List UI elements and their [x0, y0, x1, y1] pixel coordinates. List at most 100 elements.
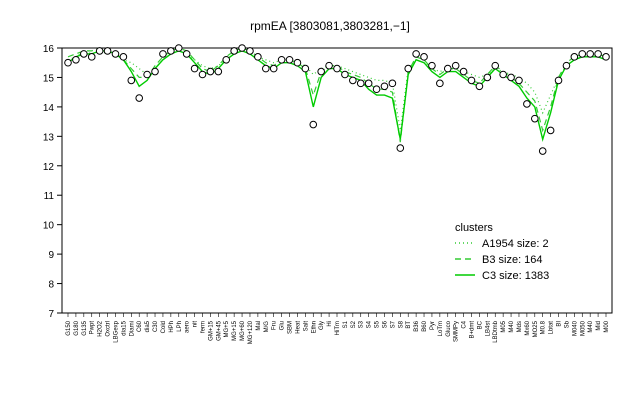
- y-tick-label: 8: [48, 280, 54, 291]
- legend-title: clusters: [455, 222, 493, 234]
- data-point: [523, 100, 531, 108]
- data-point: [80, 50, 88, 58]
- x-tick-label: nit: [193, 321, 199, 328]
- data-point: [451, 61, 460, 70]
- data-point: [436, 79, 444, 88]
- data-point: [356, 79, 365, 88]
- data-point: [190, 64, 199, 73]
- data-point: [182, 50, 191, 58]
- data-point: [174, 44, 183, 52]
- data-point: [483, 73, 492, 82]
- x-tick-label: M/G: [264, 321, 270, 333]
- data-point: [325, 61, 333, 70]
- x-tick-label: Hi: [327, 321, 333, 327]
- legend-label: B3 size: 164: [482, 254, 543, 266]
- data-point: [491, 61, 500, 70]
- x-tick-label: MG+60: [240, 320, 246, 341]
- data-point: [546, 126, 555, 135]
- series-lines: [67, 47, 607, 143]
- x-tick-label: Ethn: [311, 321, 317, 333]
- x-tick-label: Heat: [295, 321, 301, 334]
- x-tick-label: ferm: [201, 321, 207, 333]
- data-point: [293, 58, 302, 67]
- data-point: [420, 53, 428, 61]
- chart-title: rpmEA [3803081,3803281,−1]: [250, 19, 410, 33]
- x-tick-label: C60: [137, 320, 143, 332]
- data-point: [269, 64, 278, 73]
- x-tick-label: S2: [351, 320, 357, 328]
- data-point: [333, 64, 341, 73]
- data-point: [103, 47, 112, 55]
- x-tick-label: S4: [367, 320, 373, 328]
- x-tick-label: Mx60: [525, 320, 531, 335]
- x-tick-label: S6: [382, 320, 388, 328]
- x-tick-label: Mal: [256, 321, 262, 331]
- x-tick-label: GM+15: [208, 320, 214, 341]
- data-point: [594, 50, 602, 58]
- legend: clusters A1954 size: 2 B3 size: 164 C3 siz…: [455, 222, 549, 282]
- data-point: [412, 50, 420, 58]
- x-tick-label: Glu: [280, 321, 286, 330]
- x-tick-label: Pwpt: [90, 321, 96, 335]
- series-line: [67, 50, 607, 142]
- x-tick-label: B+dmt: [470, 321, 476, 339]
- data-point: [246, 47, 254, 55]
- x-tick-label: M00: [604, 320, 610, 332]
- y-tick-label: 13: [43, 132, 55, 143]
- x-tick-label: LPh: [177, 321, 183, 332]
- x-tick-label: SMMPy: [454, 321, 460, 342]
- data-point: [388, 79, 397, 88]
- x-tick-label: M050: [580, 320, 586, 336]
- x-tick-label: Oxctrl: [106, 321, 112, 337]
- x-tick-label: MO25: [533, 320, 539, 337]
- data-point: [198, 70, 207, 79]
- data-point: [530, 114, 539, 123]
- data-point: [309, 120, 318, 129]
- data-point: [499, 70, 507, 79]
- data-point: [159, 50, 167, 58]
- y-tick-label: 7: [48, 309, 54, 320]
- data-point: [570, 53, 579, 61]
- data-point: [562, 61, 571, 70]
- x-tick-label: MG+15: [232, 320, 238, 341]
- x-tick-label: Lbtat: [549, 321, 555, 335]
- x-tick-label: Pyr: [430, 321, 436, 330]
- data-point: [64, 58, 72, 67]
- data-point: [277, 55, 286, 64]
- data-point: [285, 55, 294, 64]
- x-tick-label: LBGexp: [113, 320, 119, 342]
- y-axis: 7 8 9 10 11 12 13 14 15 16: [43, 44, 62, 320]
- y-tick-label: 12: [43, 162, 55, 173]
- data-point: [301, 64, 310, 73]
- data-point: [554, 76, 563, 85]
- y-tick-label: 9: [48, 250, 54, 261]
- x-axis: G150 G180 G135 Pwpt H2O2 Oxctrl LBGexp dia15 Dia…: [66, 313, 610, 344]
- data-point: [443, 64, 452, 73]
- x-tick-label: G150: [66, 320, 72, 335]
- x-tick-label: S8: [398, 320, 404, 328]
- data-point: [364, 79, 373, 88]
- data-point: [396, 144, 405, 152]
- x-tick-label: H2O2: [98, 320, 104, 336]
- data-point: [341, 70, 349, 79]
- data-point: [515, 76, 523, 85]
- x-tick-label: C4: [462, 320, 468, 328]
- data-point: [467, 76, 476, 85]
- data-points: [64, 44, 610, 155]
- x-tick-label: Salt: [303, 321, 309, 332]
- x-tick-label: dia5: [145, 320, 151, 332]
- x-tick-label: HiTm: [335, 321, 341, 335]
- data-point: [507, 73, 515, 82]
- x-tick-label: Gly: [319, 321, 325, 330]
- y-tick-label: 11: [44, 191, 55, 202]
- series-line: [67, 50, 607, 131]
- data-point: [230, 47, 238, 55]
- x-tick-label: C30: [153, 320, 159, 332]
- data-point: [578, 50, 587, 58]
- x-tick-label: S7: [390, 320, 396, 328]
- data-point: [87, 53, 96, 61]
- x-tick-label: BI: [557, 321, 563, 327]
- data-point: [317, 67, 325, 76]
- x-tick-label: Cold: [161, 321, 167, 333]
